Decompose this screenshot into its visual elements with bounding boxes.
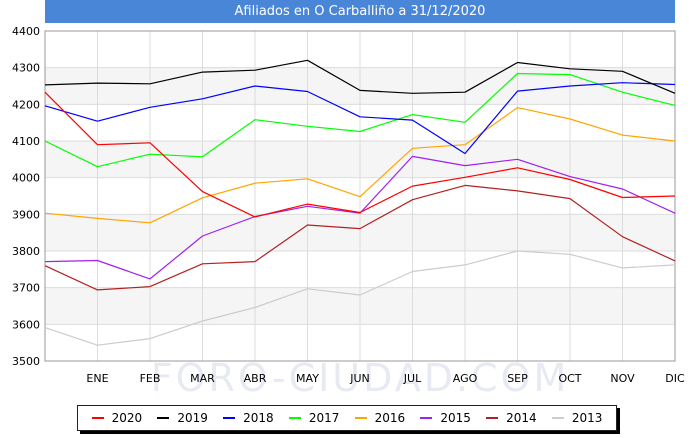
- legend-label: 2020: [111, 411, 143, 425]
- legend-label: 2014: [506, 411, 537, 425]
- legend-item-2013: 2013: [551, 411, 603, 425]
- legend-label: 2017: [308, 411, 340, 425]
- legend-item-2015: 2015: [420, 411, 471, 425]
- y-tick-label: 3900: [12, 208, 40, 221]
- series-line-2019: [44, 59, 676, 94]
- legend-item-2017: 2017: [288, 411, 340, 425]
- legend-swatch: [288, 417, 301, 419]
- legend-swatch: [91, 417, 104, 419]
- legend-label: 2015: [440, 411, 471, 425]
- legend-item-2018: 2018: [223, 411, 274, 425]
- x-tick-label: MAY: [296, 372, 319, 385]
- legend-swatch: [551, 417, 564, 419]
- legend-swatch: [420, 417, 433, 419]
- x-tick-label: JUL: [403, 372, 422, 385]
- x-tick-label: ABR: [244, 372, 267, 385]
- x-tick-label: MAR: [190, 372, 215, 385]
- legend-swatch: [486, 417, 499, 419]
- series-line-2020: [44, 91, 676, 218]
- x-tick-label: SEP: [507, 372, 528, 385]
- legend-label: 2013: [571, 411, 603, 425]
- y-tick-label: 3700: [12, 282, 40, 295]
- y-tick-label: 3500: [12, 355, 40, 368]
- watermark: FORO-CIUDAD.COM: [151, 356, 570, 400]
- x-tick-label: AGO: [453, 372, 478, 385]
- x-tick-label: DIC: [665, 372, 685, 385]
- legend-swatch: [223, 417, 236, 419]
- y-tick-label: 3800: [12, 245, 40, 258]
- y-tick-label: 4400: [12, 25, 40, 38]
- legend-item-2019: 2019: [157, 411, 208, 425]
- legend-label: 2018: [243, 411, 274, 425]
- legend-item-2016: 2016: [354, 411, 406, 425]
- y-tick-label: 4000: [12, 172, 40, 185]
- x-tick-label: NOV: [610, 372, 635, 385]
- legend-item-2020: 2020: [91, 411, 143, 425]
- y-tick-label: 4200: [12, 98, 40, 111]
- legend-label: 2016: [374, 411, 406, 425]
- y-tick-label: 4300: [12, 62, 40, 75]
- legend-item-2014: 2014: [486, 411, 537, 425]
- series-line-2014: [44, 184, 676, 291]
- series-line-2013: [44, 250, 676, 346]
- y-tick-label: 4100: [12, 135, 40, 148]
- legend: 2020 2019 2018 2017 2016 2015 2014 2013: [77, 405, 617, 431]
- chart-title: Afiliados en O Carballiño a 31/12/2020: [45, 0, 675, 23]
- x-tick-label: OCT: [558, 372, 581, 385]
- series-line-2017: [44, 72, 676, 168]
- x-tick-label: FEB: [140, 372, 161, 385]
- series-line-2015: [44, 155, 676, 280]
- series-line-2018: [44, 82, 676, 155]
- y-tick-label: 3600: [12, 318, 40, 331]
- series-line-2016: [44, 106, 676, 224]
- x-tick-label: JUN: [349, 372, 370, 385]
- legend-swatch: [354, 417, 367, 419]
- x-tick-label: ENE: [86, 372, 108, 385]
- legend-label: 2019: [177, 411, 208, 425]
- legend-swatch: [157, 417, 170, 419]
